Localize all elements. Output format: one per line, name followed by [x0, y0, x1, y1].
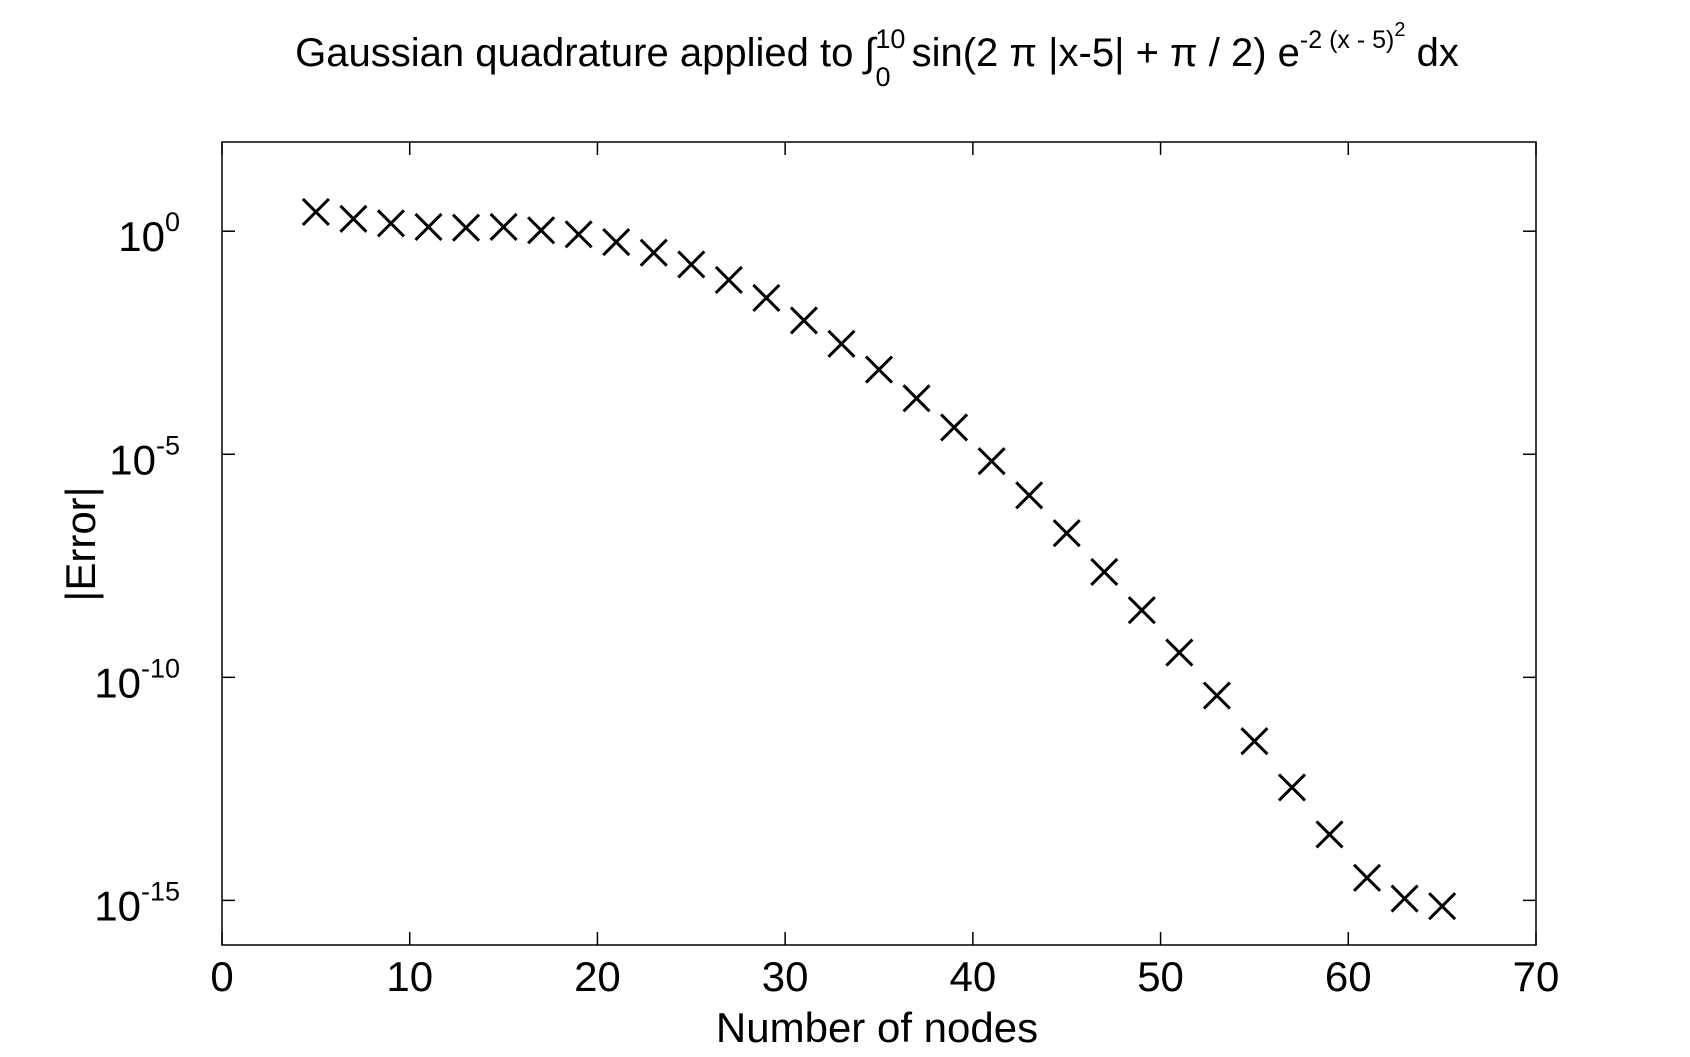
marker: [1090, 557, 1119, 587]
marker: [977, 447, 1006, 476]
marker: [1240, 727, 1269, 756]
marker: [1390, 884, 1419, 913]
marker: [639, 238, 668, 267]
marker: [1277, 773, 1307, 802]
title-part: 10: [875, 24, 905, 54]
y-tick-label: 10-15: [94, 876, 180, 929]
marker: [301, 197, 330, 227]
y-tick-base: 10: [94, 659, 141, 706]
marker: [1428, 892, 1457, 921]
marker: [602, 228, 631, 257]
x-tick-label: 10: [386, 953, 433, 1000]
x-tick-label: 30: [762, 953, 809, 1000]
marker: [752, 283, 781, 312]
marker: [414, 212, 443, 241]
marker: [827, 329, 856, 358]
marker: [940, 413, 969, 442]
x-tick-label: 20: [574, 953, 621, 1000]
marker: [564, 220, 593, 249]
x-tick-label: 70: [1513, 953, 1560, 1000]
y-tick-base: 10: [109, 436, 156, 483]
plot-frame: [221, 141, 1537, 946]
marker: [489, 212, 518, 241]
marker: [1127, 596, 1156, 625]
marker: [1165, 638, 1194, 667]
marker: [789, 306, 818, 335]
y-axis-label: |Error|: [57, 486, 104, 601]
marker: [714, 265, 743, 294]
marker: [339, 204, 368, 233]
y-tick-exponent: -15: [141, 876, 180, 906]
x-tick-label: 50: [1137, 953, 1184, 1000]
title-part: dx: [1405, 31, 1458, 75]
marker: [1315, 820, 1344, 849]
chart-title: Gaussian quadrature applied to ∫10 0 sin(…: [295, 19, 1459, 92]
title-part: -2 (x - 5): [1300, 26, 1394, 54]
marker: [902, 384, 931, 413]
title-part: 2: [1394, 19, 1405, 41]
marker: [527, 216, 556, 245]
marker: [864, 355, 894, 384]
marker: [1052, 519, 1081, 548]
y-tick-exponent: -10: [141, 653, 180, 683]
marker: [1015, 481, 1044, 510]
y-tick-label: 10-10: [94, 653, 180, 706]
marker: [677, 250, 706, 279]
title-part: sin(2 π |x-5| + π / 2) e: [900, 31, 1299, 75]
marker: [1352, 863, 1382, 892]
y-tick-exponent: 0: [165, 207, 180, 237]
y-tick-base: 10: [94, 882, 141, 929]
marker: [376, 209, 406, 238]
x-tick-label: 40: [949, 953, 996, 1000]
x-tick-label: 60: [1325, 953, 1372, 1000]
y-tick-label: 100: [118, 207, 180, 260]
x-tick-label: 0: [210, 953, 233, 1000]
x-axis-label: Number of nodes: [716, 1004, 1038, 1051]
y-tick-label: 10-5: [109, 430, 180, 483]
title-part: 0: [875, 62, 890, 92]
y-tick-base: 10: [118, 213, 165, 260]
marker: [1202, 681, 1231, 710]
title-part: Gaussian quadrature applied to ∫: [295, 31, 878, 75]
marker: [451, 213, 481, 242]
y-tick-exponent: -5: [156, 430, 180, 460]
